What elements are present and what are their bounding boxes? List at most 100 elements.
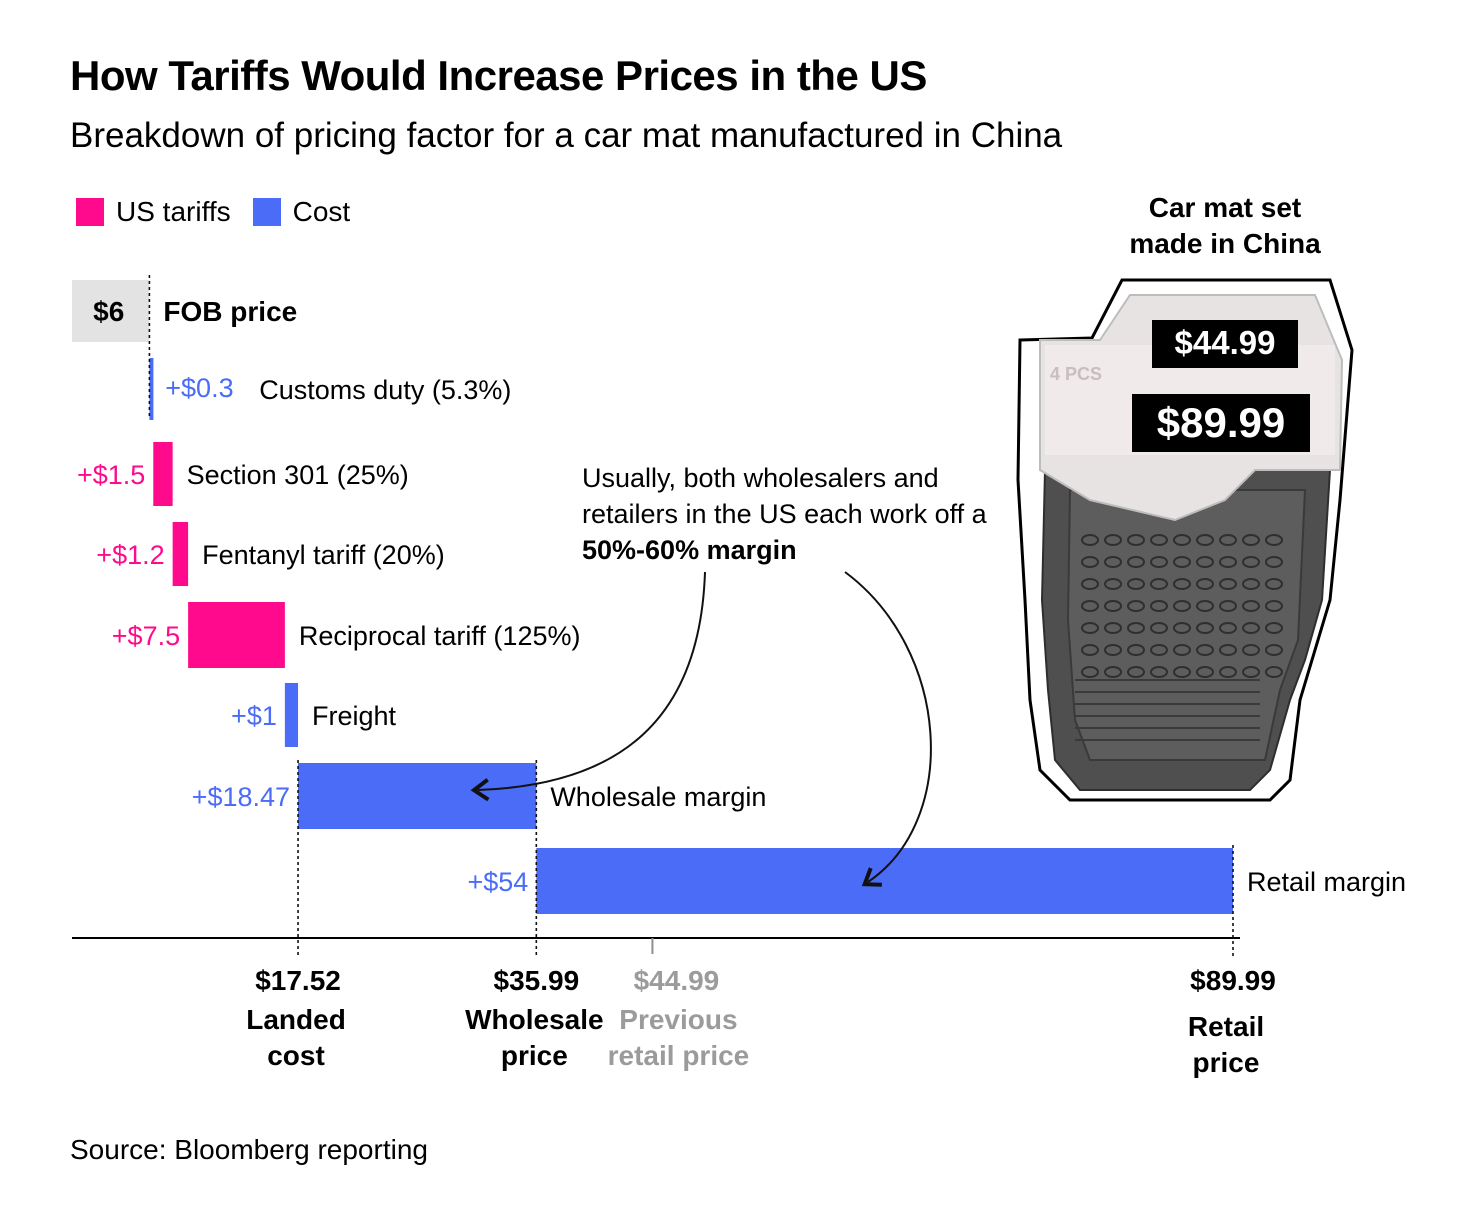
mat-dot [1150,666,1168,678]
mat-dot [1196,622,1214,634]
mat-dot [1219,622,1237,634]
legend-swatch-tariffs [76,198,104,226]
bar-2 [153,442,173,506]
mat-dot-pattern [1075,534,1283,741]
axis-price-1: $35.99 [494,965,580,996]
legend-label-cost: Cost [292,196,351,227]
mat-dot [1127,534,1145,546]
axis-price-0: $17.52 [255,965,341,996]
bar-4 [188,602,285,668]
mat-dot [1242,622,1260,634]
axis-label2-3: price [1193,1047,1260,1078]
mat-dot [1173,600,1191,612]
mat-dot [1104,600,1122,612]
value-label-0: $6 [93,296,124,327]
mat-dot [1104,534,1122,546]
mat-dot [1265,666,1283,678]
mat-dot [1173,556,1191,568]
mat-dot [1127,644,1145,656]
axis-price-3: $89.99 [1190,965,1276,996]
mat-dot [1196,578,1214,590]
mat-dot [1219,556,1237,568]
mat-dot [1127,600,1145,612]
mat-dot [1173,578,1191,590]
mat-dot [1173,622,1191,634]
value-label-6: +$18.47 [192,782,290,812]
mat-dot [1219,600,1237,612]
axis-label1-0: Landed [246,1004,346,1035]
step-label-6: Wholesale margin [550,782,766,812]
bar-3 [172,522,189,586]
step-label-2: Section 301 (25%) [187,460,409,490]
mat-dot [1127,666,1145,678]
annotation-arrow-retail [844,571,932,887]
value-label-1: +$0.3 [165,373,233,403]
mat-dot [1127,556,1145,568]
value-label-7: +$54 [467,867,528,897]
mat-dot [1173,644,1191,656]
annotation-bold: 50%-60% margin [582,535,797,565]
mat-dot [1081,600,1099,612]
mat-dot [1242,578,1260,590]
chart-subtitle: Breakdown of pricing factor for a car ma… [70,116,1063,155]
mat-dot [1150,622,1168,634]
mat-dot [1173,666,1191,678]
mat-dot [1104,578,1122,590]
mat-dot [1104,666,1122,678]
source-note: Source: Bloomberg reporting [70,1134,428,1165]
axis-label1-2: Previous [619,1004,737,1035]
mat-dot [1081,578,1099,590]
mat-dot [1265,578,1283,590]
legend-item-tariffs: US tariffs [76,196,231,228]
mat-dot [1104,644,1122,656]
mat-dot [1242,600,1260,612]
product-title: Car mat set made in China [1110,190,1340,262]
product-title-line1: Car mat set [1148,192,1302,223]
mat-dot [1081,666,1099,678]
step-label-3: Fentanyl tariff (20%) [202,540,445,570]
mat-dot [1265,644,1283,656]
new-price-tag [1132,394,1310,452]
mat-dot [1104,556,1122,568]
step-label-4: Reciprocal tariff (125%) [299,621,581,651]
axis-price-2: $44.99 [634,965,720,996]
mat-dot [1219,644,1237,656]
bar-0 [72,280,150,342]
mat-dot [1196,600,1214,612]
mat-dot [1127,622,1145,634]
bar-1 [149,358,154,420]
value-label-4: +$7.5 [112,621,180,651]
bar-5 [284,683,299,747]
mat-dot [1265,556,1283,568]
mat-dot [1104,622,1122,634]
bar-7 [536,848,1233,914]
mat-dot [1150,644,1168,656]
legend-label-tariffs: US tariffs [116,196,231,227]
legend-swatch-cost [252,198,281,226]
mat-inner [1066,489,1307,761]
step-label-0: FOB price [163,296,297,327]
axis-label1-1: Wholesale [465,1004,603,1035]
chart-title: How Tariffs Would Increase Prices in the… [70,52,927,99]
mat-dot [1150,600,1168,612]
mat-dot [1219,534,1237,546]
mat-dot [1265,622,1283,634]
margin-annotation: Usually, both wholesalers and retailers … [582,460,1002,568]
mat-dot [1242,644,1260,656]
mat-dot [1081,622,1099,634]
new-price-tag-text: $89.99 [1157,399,1285,446]
mat-dot [1196,556,1214,568]
mat-dot [1219,666,1237,678]
mat-dot [1219,578,1237,590]
mat-dot [1242,534,1260,546]
mat-dot [1196,666,1214,678]
mat-dot [1196,534,1214,546]
value-label-3: +$1.2 [96,540,164,570]
mat-dot [1265,534,1283,546]
mat-dot [1150,556,1168,568]
value-label-5: +$1 [231,701,277,731]
legend: US tariffs Cost [76,196,372,228]
annotation-arrow-wholesale [470,571,706,802]
step-label-1: Customs duty (5.3%) [259,375,511,405]
